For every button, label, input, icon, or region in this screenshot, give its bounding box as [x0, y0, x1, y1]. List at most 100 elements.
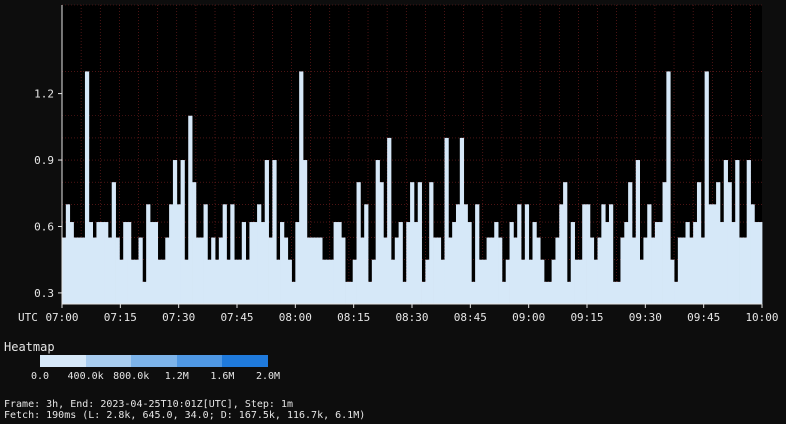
heatmap-cell-column	[746, 160, 751, 304]
heatmap-cell-column	[272, 160, 277, 304]
heatmap-cell-column	[486, 237, 491, 304]
footer-frame-info: Frame: 3h, End: 2023-04-25T10:01Z[UTC], …	[4, 399, 293, 410]
heatmap-cell-column	[322, 259, 327, 304]
heatmap-cell-column	[727, 182, 732, 304]
heatmap-cell-column	[153, 222, 159, 304]
heatmap-cell-column	[563, 182, 568, 304]
heatmap-cell-column	[295, 222, 300, 304]
x-tick-label: 07:30	[162, 311, 195, 324]
heatmap-cell-column	[536, 237, 541, 304]
heatmap-cell-column	[119, 259, 124, 304]
heatmap-chart: 0.3 0.6 0.9 1.2 07:00 07:15 07:30 07:45 08:00 08…	[18, 4, 779, 324]
legend-tick-label: 0.0	[30, 371, 50, 382]
heatmap-cell-column	[436, 237, 442, 304]
heatmap-cell-column	[341, 237, 346, 304]
heatmap-cell-column	[134, 259, 139, 304]
heatmap-cell-column	[574, 259, 579, 304]
heatmap-cell-column	[410, 182, 415, 304]
heatmap-cell-column	[192, 182, 197, 304]
heatmap-cell-column	[314, 237, 319, 304]
y-tick-label: 0.9	[34, 154, 54, 167]
legend-tick-label: 1.2M	[164, 371, 189, 382]
heatmap-cell-column	[215, 259, 220, 304]
heatmap-cell-column	[540, 259, 545, 304]
heatmap-cell-column	[700, 237, 706, 304]
x-axis-label: UTC	[18, 311, 38, 324]
heatmap-cell-column	[69, 222, 74, 304]
heatmap-cell-column	[754, 222, 759, 304]
heatmap-cell-column	[509, 222, 514, 304]
x-tick-label: 09:45	[687, 311, 720, 324]
heatmap-cell-column	[283, 237, 289, 304]
heatmap-cell-column	[654, 222, 660, 304]
heatmap-cell-column	[249, 222, 254, 304]
heatmap-cell-column	[184, 259, 189, 304]
heatmap-cell-column	[455, 204, 461, 304]
heatmap-cell-column	[643, 237, 648, 304]
heatmap-cell-column	[758, 222, 763, 304]
heatmap-cell-column	[161, 259, 166, 304]
heatmap-cell-column	[543, 281, 549, 304]
heatmap-cell-column	[670, 259, 675, 304]
heatmap-cell-column	[211, 237, 216, 304]
heatmap-cell-column	[172, 160, 178, 304]
x-tick-label: 07:15	[104, 311, 137, 324]
heatmap-cell-column	[92, 237, 97, 304]
heatmap-cell-column	[390, 259, 396, 304]
heatmap-cell-column	[750, 204, 755, 304]
legend-color-segment	[176, 355, 223, 367]
x-tick-label: 07:45	[220, 311, 253, 324]
heatmap-cell-column	[685, 222, 690, 304]
heatmap-cell-column	[104, 222, 109, 304]
heatmap-cell-column	[280, 222, 285, 304]
heatmap-cell-column	[605, 222, 610, 304]
heatmap-cell-column	[402, 281, 407, 304]
heatmap-cell-column	[234, 259, 239, 304]
heatmap-cell-column	[387, 137, 392, 304]
heatmap-cell-column	[165, 237, 170, 304]
heatmap-cell-column	[138, 237, 143, 304]
heatmap-cell-column	[65, 204, 71, 304]
heatmap-cell-column	[237, 259, 243, 304]
heatmap-cell-column	[348, 281, 354, 304]
legend-title: Heatmap	[4, 340, 55, 354]
heatmap-cell-column	[383, 237, 388, 304]
heatmap-cell-column	[398, 222, 403, 304]
heatmap-cell-column	[559, 204, 564, 304]
heatmap-cell-column	[375, 160, 380, 304]
legend-color-segment	[131, 355, 177, 367]
x-axis-ticks: 07:00 07:15 07:30 07:45 08:00 08:15 08:30 08:45…	[45, 304, 779, 324]
heatmap-cell-column	[100, 222, 105, 304]
heatmap-cell-column	[566, 281, 572, 304]
heatmap-cell-column	[222, 204, 227, 304]
heatmap-cell-column	[601, 204, 606, 304]
heatmap-cell-column	[302, 160, 308, 304]
heatmap-cell-column	[149, 222, 155, 304]
heatmap-cell-column	[494, 222, 499, 304]
heatmap-cell-column	[417, 182, 422, 304]
heatmap-cell-column	[452, 222, 457, 304]
heatmap-cell-column	[551, 259, 556, 304]
heatmap-cell-column	[589, 237, 595, 304]
heatmap-cell-column	[127, 222, 132, 304]
heatmap-cell-column	[356, 182, 361, 304]
heatmap-cell-column	[107, 237, 113, 304]
heatmap-cell-column	[81, 237, 86, 304]
heatmap-cell-column	[524, 204, 530, 304]
heatmap-cell-column	[608, 204, 614, 304]
x-tick-label: 08:00	[279, 311, 312, 324]
heatmap-cell-column	[146, 204, 151, 304]
heatmap-cell-column	[130, 259, 136, 304]
heatmap-cell-column	[413, 222, 419, 304]
footer-fetch-info: Fetch: 190ms (L: 2.8k, 645.0, 34.0; D: 1…	[4, 410, 366, 421]
heatmap-cell-column	[528, 259, 533, 304]
heatmap-cell-column	[195, 237, 201, 304]
heatmap-cell-column	[299, 71, 304, 304]
heatmap-cell-column	[352, 259, 357, 304]
heatmap-cell-column	[471, 281, 476, 304]
heatmap-cell-column	[635, 160, 640, 304]
heatmap-cell-column	[276, 259, 281, 304]
heatmap-cell-column	[513, 237, 518, 304]
heatmap-cell-column	[647, 204, 652, 304]
x-tick-label: 08:30	[395, 311, 428, 324]
